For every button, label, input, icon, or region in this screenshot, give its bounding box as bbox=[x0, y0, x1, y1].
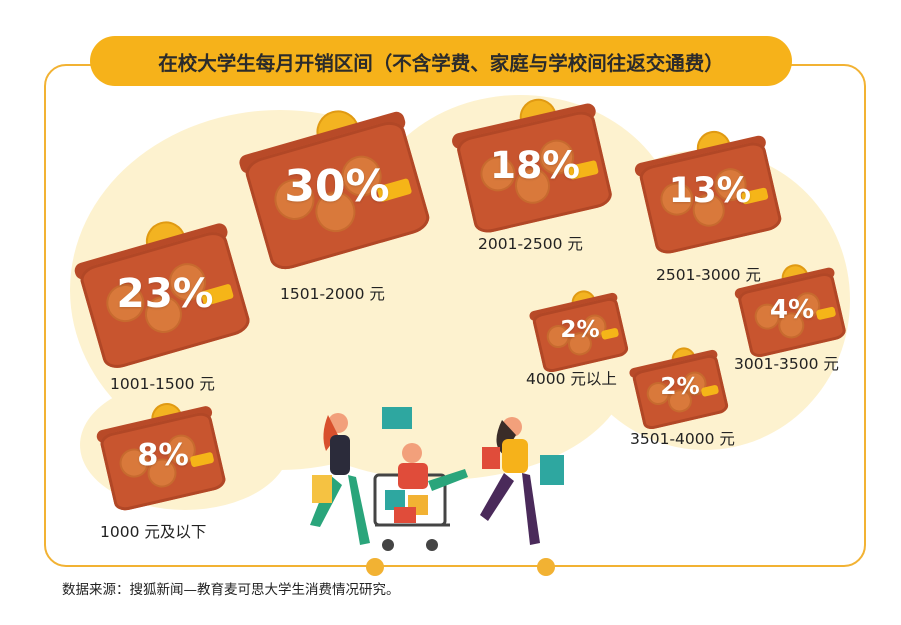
data-label: 8% bbox=[137, 438, 189, 474]
category-label: 1501-2000 元 bbox=[280, 285, 385, 303]
data-label: 4% bbox=[769, 294, 815, 325]
frame-dot-left bbox=[366, 558, 384, 576]
category-label: 1000 元及以下 bbox=[100, 523, 207, 541]
category-label: 3501-4000 元 bbox=[630, 430, 735, 448]
chart-title: 在校大学生每月开销区间（不含学费、家庭与学校间往返交通费） bbox=[158, 51, 724, 75]
category-label: 2001-2500 元 bbox=[478, 235, 583, 253]
source-note: 数据来源：搜狐新闻—教育麦可思大学生消费情况研究。 bbox=[62, 582, 400, 598]
data-label: 18% bbox=[489, 142, 581, 187]
title-banner: 在校大学生每月开销区间（不含学费、家庭与学校间往返交通费） bbox=[90, 36, 792, 86]
category-label: 3001-3500 元 bbox=[734, 355, 839, 373]
category-label: 4000 元以上 bbox=[526, 370, 617, 388]
data-label: 13% bbox=[668, 171, 752, 212]
data-label: 23% bbox=[116, 268, 214, 317]
frame-dot-right bbox=[537, 558, 555, 576]
category-label: 1001-1500 元 bbox=[110, 375, 215, 393]
data-label: 2% bbox=[660, 374, 700, 401]
category-label: 2501-3000 元 bbox=[656, 266, 761, 284]
shoppers-illustration bbox=[310, 407, 564, 551]
data-label: 30% bbox=[284, 160, 390, 212]
data-label: 2% bbox=[560, 317, 600, 344]
